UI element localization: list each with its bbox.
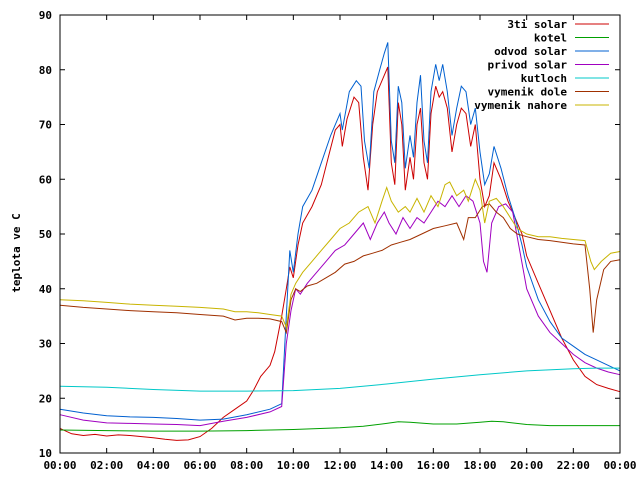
y-tick-label: 50 xyxy=(39,228,52,241)
x-tick-label: 04:00 xyxy=(137,459,170,472)
y-tick-label: 20 xyxy=(39,392,52,405)
legend-label: vymenik dole xyxy=(488,86,568,99)
x-tick-label: 12:00 xyxy=(323,459,356,472)
x-tick-label: 06:00 xyxy=(183,459,216,472)
y-axis-ticks: 10 20 30 40 50 60 70 80 90 xyxy=(39,9,620,460)
x-axis-ticks: 00:00 02:00 04:00 06:00 08:00 10:00 12:00 14:00… xyxy=(43,15,637,472)
y-tick-label: 60 xyxy=(39,173,52,186)
x-tick-label: 14:00 xyxy=(370,459,403,472)
x-tick-label: 16:00 xyxy=(417,459,450,472)
legend-label: odvod solar xyxy=(494,45,567,58)
series-line-4 xyxy=(59,367,620,392)
x-tick-label: 10:00 xyxy=(277,459,310,472)
y-tick-label: 90 xyxy=(39,9,52,22)
series-line-1 xyxy=(59,420,620,432)
x-tick-label: 02:00 xyxy=(90,459,123,472)
y-tick-label: 30 xyxy=(39,338,52,351)
x-tick-label: 08:00 xyxy=(230,459,263,472)
y-tick-label: 80 xyxy=(39,64,52,77)
y-tick-label: 40 xyxy=(39,283,52,296)
series-line-3 xyxy=(59,194,621,427)
legend-label: kotel xyxy=(534,32,567,45)
series-line-2 xyxy=(59,42,621,421)
y-tick-label: 70 xyxy=(39,119,52,132)
legend-label: vymenik nahore xyxy=(474,99,567,112)
series-line-5 xyxy=(59,203,621,335)
series-line-0 xyxy=(59,66,621,441)
x-tick-label: 18:00 xyxy=(463,459,496,472)
series-line-6 xyxy=(59,177,621,329)
legend-label: 3ti solar xyxy=(507,18,567,31)
x-tick-label: 00:00 xyxy=(603,459,636,472)
legend-label: privod solar xyxy=(488,59,568,72)
legend-label: kutloch xyxy=(521,72,567,85)
x-tick-label: 22:00 xyxy=(557,459,590,472)
x-tick-label: 00:00 xyxy=(43,459,76,472)
series-layer xyxy=(59,42,621,441)
y-axis-label-group: teplota ve C xyxy=(10,213,23,292)
y-tick-label: 10 xyxy=(39,447,52,460)
y-axis-label: teplota ve C xyxy=(10,213,23,292)
x-tick-label: 20:00 xyxy=(510,459,543,472)
